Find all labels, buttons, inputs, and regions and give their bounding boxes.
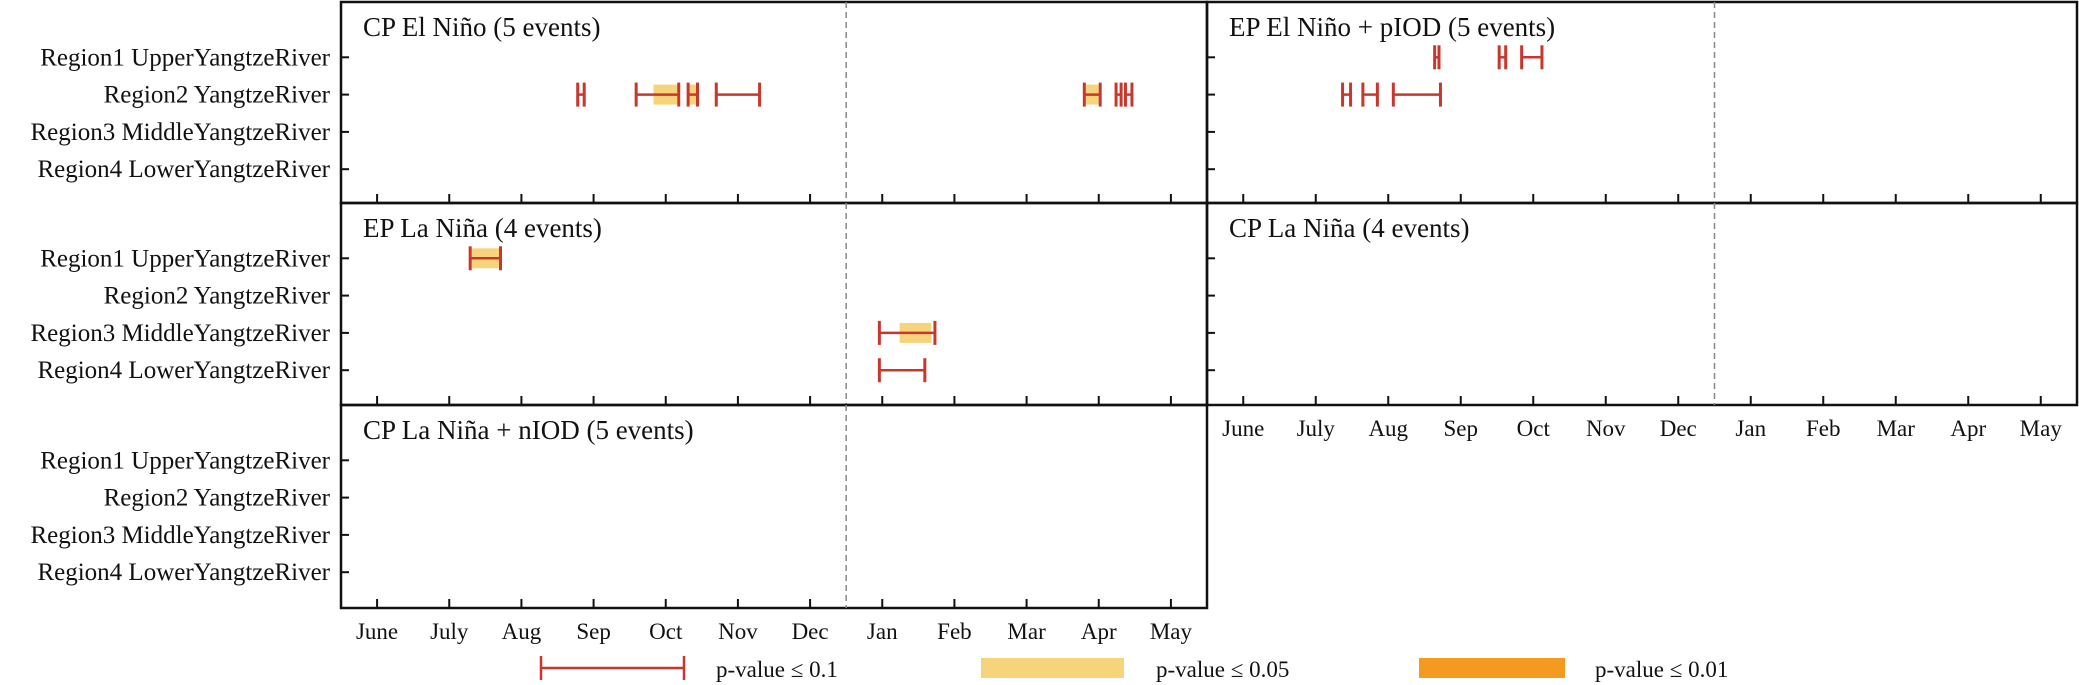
row-label: Region4 LowerYangtzeRiver xyxy=(37,357,330,384)
month-label: Feb xyxy=(1806,416,1841,441)
legend-swatch-p001 xyxy=(1419,658,1565,678)
legend-label-p005: p-value ≤ 0.05 xyxy=(1156,657,1289,682)
interval-p01 xyxy=(714,82,762,107)
row-label: Region2 YangtzeRiver xyxy=(104,82,331,109)
legend-swatch-p005 xyxy=(981,658,1124,678)
month-label: Sep xyxy=(1444,416,1479,441)
month-label: Jan xyxy=(1735,416,1766,441)
interval-p01 xyxy=(1341,82,1353,107)
month-label: June xyxy=(356,619,398,644)
panel-title: EP El Niño + pIOD (5 events) xyxy=(1229,12,1555,42)
panel-title: CP El Niño (5 events) xyxy=(363,12,600,42)
row-label: Region1 UpperYangtzeRiver xyxy=(40,44,330,71)
month-label: Dec xyxy=(1660,416,1697,441)
month-label: May xyxy=(1150,619,1193,644)
panel-frame xyxy=(1205,201,2079,407)
row-label: Region1 UpperYangtzeRiver xyxy=(40,245,330,272)
panel-1: CP El Niño (5 events) Region1 UpperYangtz… xyxy=(30,0,1209,205)
panel-4: CP La Niña (4 events) June July Aug Sep Oct No… xyxy=(1205,201,2079,441)
month-label: Mar xyxy=(1007,619,1046,644)
month-label: Aug xyxy=(502,619,542,644)
month-label: Apr xyxy=(1081,619,1117,644)
month-label: Nov xyxy=(1586,416,1626,441)
month-label: Jan xyxy=(867,619,898,644)
panel-title: CP La Niña (4 events) xyxy=(1229,213,1469,243)
interval-p01 xyxy=(1433,45,1441,70)
interval-p01 xyxy=(877,320,937,345)
interval-p01 xyxy=(686,82,700,107)
interval-p01 xyxy=(468,246,502,271)
month-label: Oct xyxy=(1517,416,1551,441)
legend-label-p01: p-value ≤ 0.1 xyxy=(716,657,838,682)
interval-p01 xyxy=(877,358,927,383)
row-label: Region4 LowerYangtzeRiver xyxy=(37,559,330,586)
month-label: Oct xyxy=(649,619,683,644)
panel-title: EP La Niña (4 events) xyxy=(363,213,602,243)
interval-p01 xyxy=(1361,82,1379,107)
panel-5: CP La Niña + nIOD (5 events) Region1 Uppe… xyxy=(30,403,1209,644)
month-label: Feb xyxy=(937,619,972,644)
month-label: Apr xyxy=(1950,416,1986,441)
month-label: Dec xyxy=(792,619,829,644)
panel-title: CP La Niña + nIOD (5 events) xyxy=(363,415,694,445)
panel-3: EP La Niña (4 events) Region1 UpperYangtz… xyxy=(30,201,1209,407)
panel-frame xyxy=(339,403,1209,610)
row-label: Region2 YangtzeRiver xyxy=(104,283,331,310)
interval-p01 xyxy=(576,82,586,107)
row-label: Region3 MiddleYangtzeRiver xyxy=(30,522,330,549)
legend: p-value ≤ 0.1 p-value ≤ 0.05 p-value ≤ 0… xyxy=(539,656,1728,682)
row-label: Region4 LowerYangtzeRiver xyxy=(37,156,330,183)
interval-p01 xyxy=(1391,82,1442,107)
interval-p01 xyxy=(1082,82,1102,107)
panel-2: EP El Niño + pIOD (5 events) xyxy=(1205,0,2079,205)
month-label: May xyxy=(2020,416,2063,441)
month-label: Mar xyxy=(1877,416,1916,441)
month-label: Nov xyxy=(718,619,758,644)
row-label: Region1 UpperYangtzeRiver xyxy=(40,447,330,474)
month-label: Aug xyxy=(1368,416,1408,441)
interval-p01 xyxy=(1520,45,1544,70)
panels: CP El Niño (5 events) Region1 UpperYangtz… xyxy=(30,0,2079,644)
row-label: Region2 YangtzeRiver xyxy=(104,485,331,512)
month-label: June xyxy=(1222,416,1264,441)
interval-p01 xyxy=(1123,82,1134,107)
interval-p01 xyxy=(634,82,681,107)
row-label: Region3 MiddleYangtzeRiver xyxy=(30,320,330,347)
interval-p01 xyxy=(1497,45,1508,70)
row-label: Region3 MiddleYangtzeRiver xyxy=(30,119,330,146)
interval-p01 xyxy=(1114,82,1123,107)
month-label: July xyxy=(430,619,469,644)
month-label: July xyxy=(1297,416,1336,441)
month-label: Sep xyxy=(576,619,611,644)
legend-label-p001: p-value ≤ 0.01 xyxy=(1595,657,1728,682)
